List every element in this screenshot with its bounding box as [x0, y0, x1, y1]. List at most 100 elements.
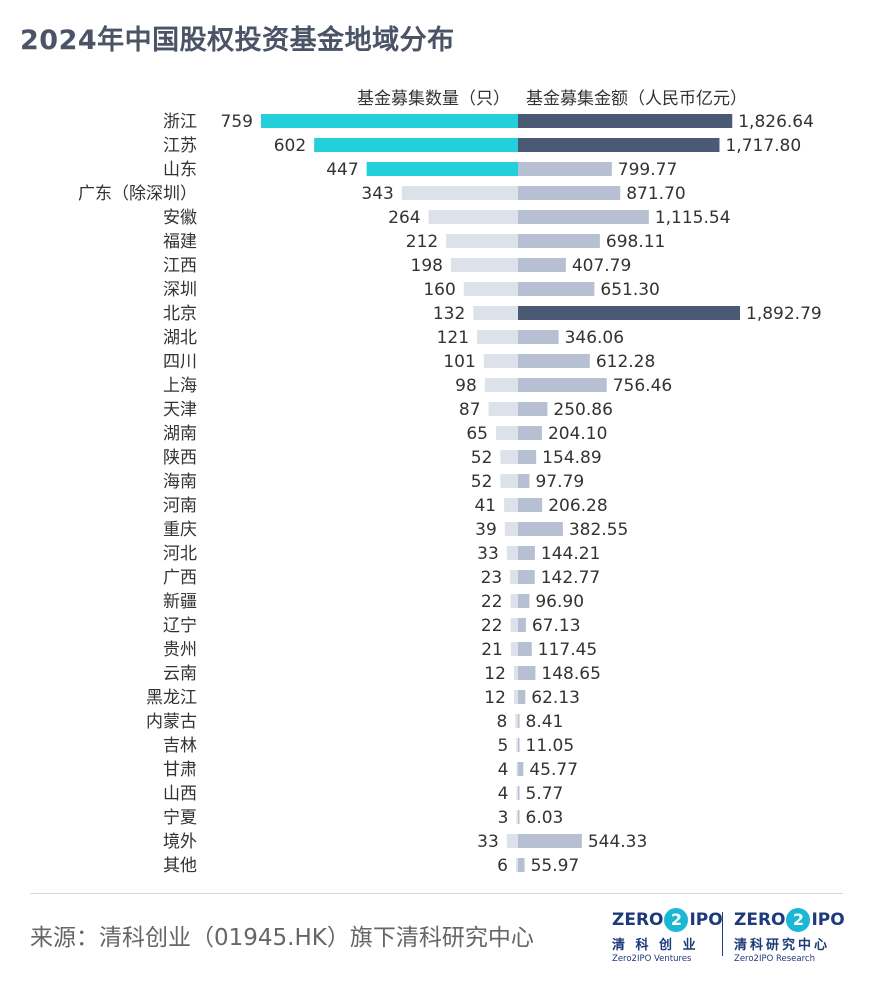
category-label: 重庆: [163, 520, 197, 540]
bar-amount: [518, 690, 526, 704]
bar-count: [504, 522, 518, 536]
data-label-amount: 871.70: [626, 184, 685, 204]
data-label-amount: 698.11: [606, 232, 665, 252]
bar-amount: [518, 618, 526, 632]
bar-amount: [518, 258, 566, 272]
divider: [30, 893, 843, 894]
category-label: 辽宁: [163, 616, 197, 636]
bar-count: [515, 714, 518, 728]
data-label-amount: 11.05: [526, 736, 575, 756]
data-label-amount: 250.86: [553, 400, 612, 420]
data-label-amount: 612.28: [596, 352, 655, 372]
data-label-count: 39: [475, 520, 497, 540]
data-label-count: 22: [481, 592, 503, 612]
bar-amount: [518, 738, 520, 752]
data-label-count: 12: [484, 664, 506, 684]
bar-amount: [518, 546, 535, 560]
bar-count: [513, 690, 518, 704]
category-label: 江苏: [163, 136, 197, 156]
data-label-amount: 154.89: [542, 448, 601, 468]
data-label-amount: 117.45: [538, 640, 597, 660]
bar-count: [515, 858, 518, 872]
bar-count: [513, 666, 518, 680]
bar-count: [516, 810, 518, 824]
data-label-amount: 346.06: [565, 328, 624, 348]
category-label: 河北: [163, 544, 197, 564]
bar-count: [500, 474, 518, 488]
bar-count: [510, 570, 518, 584]
bar-count: [473, 306, 518, 320]
data-label-amount: 799.77: [618, 160, 677, 180]
logo-en: Zero2IPO Research: [734, 954, 815, 964]
bar-count: [261, 114, 518, 128]
bar-count: [495, 426, 518, 440]
category-label: 四川: [163, 352, 197, 372]
data-label-count: 98: [455, 376, 477, 396]
data-label-count: 33: [477, 832, 499, 852]
series-header-amount: 基金募集金额（人民币亿元）: [526, 89, 747, 109]
data-label-count: 52: [471, 448, 493, 468]
data-label-amount: 206.28: [548, 496, 607, 516]
bar-amount: [518, 426, 542, 440]
bar-count: [366, 162, 518, 176]
bar-count: [510, 618, 518, 632]
bar-amount: [518, 282, 595, 296]
data-label-amount: 204.10: [548, 424, 607, 444]
category-label: 广西: [163, 568, 197, 588]
zero2ipo-research-logo: ZERO 2 IPO 清科研究中心 Zero2IPO Research: [734, 908, 846, 964]
category-label: 河南: [163, 496, 197, 516]
bar-amount: [518, 210, 649, 224]
data-label-count: 759: [221, 112, 253, 132]
category-label: 其他: [163, 856, 197, 876]
bar-count: [450, 258, 518, 272]
data-label-count: 5: [497, 736, 508, 756]
bar-count: [516, 786, 518, 800]
data-label-amount: 144.21: [541, 544, 600, 564]
category-label: 上海: [163, 376, 197, 396]
bar-amount: [518, 474, 530, 488]
data-label-count: 132: [433, 304, 465, 324]
bar-count: [488, 402, 518, 416]
bar-amount: [518, 450, 537, 464]
bar-amount: [518, 330, 559, 344]
data-label-amount: 142.77: [541, 568, 600, 588]
series-header-count: 基金募集数量（只）: [357, 89, 510, 109]
bar-count: [516, 738, 518, 752]
bar-count: [504, 498, 518, 512]
data-label-count: 8: [496, 712, 507, 732]
logo-mark: ZERO 2 IPO: [734, 908, 845, 932]
category-label: 新疆: [163, 592, 197, 612]
data-label-count: 198: [411, 256, 443, 276]
data-label-amount: 62.13: [531, 688, 580, 708]
logo-mark: ZERO 2 IPO: [612, 908, 723, 932]
data-label-amount: 1,892.79: [746, 304, 822, 324]
bar-count: [510, 594, 518, 608]
category-label: 黑龙江: [146, 688, 197, 708]
data-label-count: 212: [406, 232, 438, 252]
zero2ipo-ventures-logo: ZERO 2 IPO 清 科 创 业 Zero2IPO Ventures: [612, 908, 724, 964]
bar-amount: [518, 762, 524, 776]
category-label: 北京: [163, 304, 197, 324]
bar-amount: [518, 162, 612, 176]
bar-count: [446, 234, 518, 248]
bar-amount: [518, 594, 530, 608]
data-label-amount: 96.90: [535, 592, 584, 612]
data-label-amount: 1,717.80: [725, 136, 801, 156]
bar-amount: [518, 642, 532, 656]
bar-amount: [518, 810, 520, 824]
data-label-count: 447: [326, 160, 358, 180]
data-label-amount: 97.79: [535, 472, 584, 492]
bar-count: [484, 378, 518, 392]
data-label-amount: 651.30: [600, 280, 659, 300]
data-label-amount: 756.46: [613, 376, 672, 396]
category-label: 贵州: [163, 640, 197, 660]
data-label-amount: 407.79: [572, 256, 631, 276]
bar-count: [463, 282, 518, 296]
category-label: 湖南: [163, 424, 197, 444]
bar-count: [428, 210, 518, 224]
category-label: 甘肃: [163, 760, 197, 780]
logo-en: Zero2IPO Ventures: [612, 954, 692, 964]
category-label: 内蒙古: [146, 712, 197, 732]
data-label-count: 87: [459, 400, 481, 420]
category-label: 山西: [163, 784, 197, 804]
